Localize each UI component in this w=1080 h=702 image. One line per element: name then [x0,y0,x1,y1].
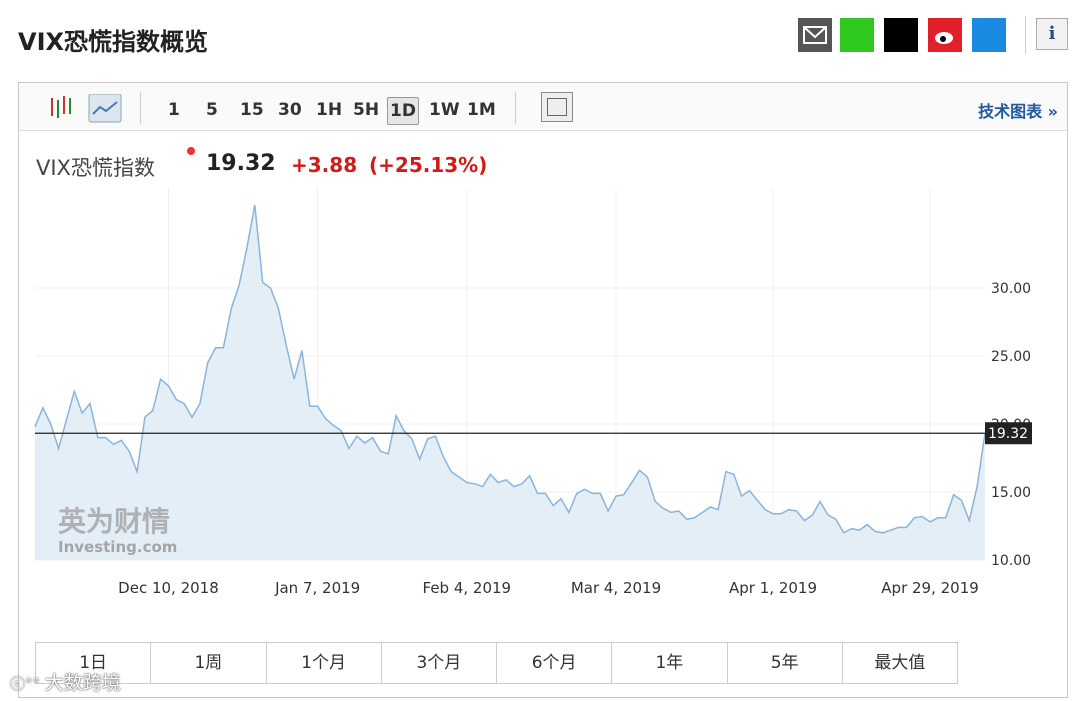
x-tick-label: Apr 1, 2019 [729,579,817,597]
quote-change-pct: (+25.13%) [369,153,488,177]
quote-name: VIX恐慌指数 [36,156,155,180]
range-button[interactable]: 1日 [36,643,152,683]
email-icon[interactable] [798,18,832,52]
watermark: ⓒ°° 大数跨境 [10,672,121,694]
share-green[interactable] [840,18,874,52]
interval-button[interactable]: 5H [353,100,380,120]
share-blue[interactable] [972,18,1006,52]
quote-change: +3.88 [291,153,358,177]
chart-box [18,82,1068,698]
advanced-chart-link[interactable]: 技术图表 » [978,102,1058,121]
quote-price: 19.32 [206,151,276,176]
x-tick-label: Feb 4, 2019 [423,579,512,597]
share-black[interactable] [884,18,918,52]
x-tick-label: Mar 4, 2019 [571,579,661,597]
range-bar: 1日 1周 1个月 3个月 6个月 1年 5年 最大值 [35,642,958,684]
page-title: VIX恐慌指数概览 [18,28,209,56]
separator [140,92,141,124]
x-tick-label: Dec 10, 2018 [118,579,219,597]
live-dot [187,147,195,155]
interval-button[interactable]: 1D [387,97,419,125]
info-icon[interactable]: i [1036,18,1068,50]
interval-button[interactable]: 5 [206,100,218,120]
interval-button[interactable]: 1H [316,100,343,120]
y-tick-label: 30.00 [991,281,1031,297]
range-button[interactable]: 5年 [728,643,843,683]
range-button[interactable]: 1个月 [267,643,382,683]
logo-cn: 英为财情 [58,505,170,538]
share-weibo[interactable] [928,18,962,52]
chart-type-icons[interactable] [48,94,128,124]
range-button[interactable]: 6个月 [497,643,613,683]
range-button[interactable]: 3个月 [382,643,497,683]
last-price-flag [985,422,1032,445]
y-tick-label: 10.00 [991,553,1031,569]
x-tick-label: Apr 29, 2019 [881,579,979,597]
x-tick-label: Jan 7, 2019 [274,579,360,597]
range-button[interactable]: 1周 [151,643,267,683]
watermark-text: 大数跨境 [44,672,121,694]
separator [515,92,516,124]
interval-button[interactable]: 15 [240,100,264,120]
price-line [34,204,986,534]
range-button[interactable]: 最大值 [874,653,926,673]
logo-en: Investing.com [58,538,177,556]
interval-button[interactable]: 1W [429,100,460,120]
range-button[interactable]: 1年 [612,643,728,683]
y-tick-label: 25.00 [991,349,1031,365]
interval-button[interactable]: 1 [168,100,180,120]
separator [1025,16,1026,54]
last-price-label: 19.32 [988,426,1028,442]
y-tick-label: 15.00 [991,485,1031,501]
layout-icon[interactable] [541,92,573,122]
interval-button[interactable]: 30 [278,100,302,120]
interval-button[interactable]: 1M [467,100,496,120]
